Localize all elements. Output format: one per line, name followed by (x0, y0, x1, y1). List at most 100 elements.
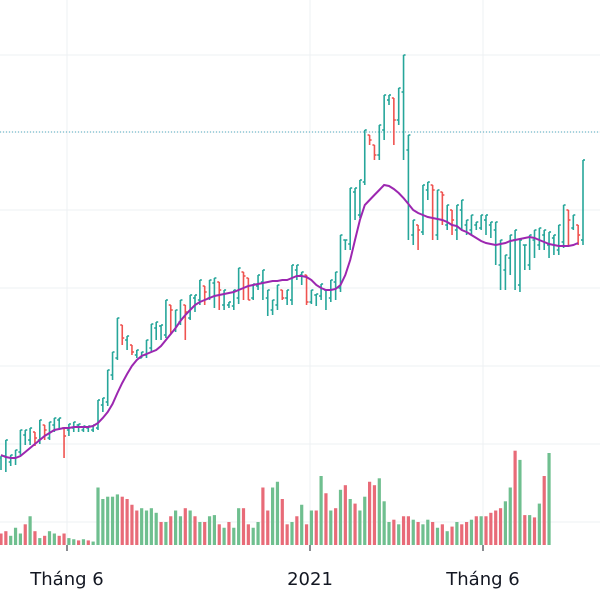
ohlc-bar (411, 219, 416, 245)
ohlc-bar (338, 234, 343, 292)
volume-bar (290, 522, 294, 545)
volume-bar (261, 487, 265, 545)
volume-bar (115, 494, 119, 545)
ohlc-bar (42, 424, 47, 440)
ohlc-bar (333, 271, 338, 300)
ohlc-bar (304, 274, 309, 305)
volume-bar (334, 508, 338, 545)
ohlc-bar (202, 285, 207, 305)
ohlc-bar (285, 289, 290, 305)
volume-bar (178, 516, 183, 545)
volume-bar (440, 524, 444, 545)
volume-bar (479, 516, 483, 545)
volume-bar (319, 476, 323, 545)
ohlc-bar (256, 274, 261, 290)
ohlc-bar (8, 454, 13, 466)
volume-bar (174, 510, 178, 545)
ohlc-bar (115, 317, 120, 360)
ohlc-bar (445, 204, 450, 230)
volume-bar (164, 522, 168, 545)
ohlc-bar (532, 229, 537, 258)
ohlc-bar (372, 144, 377, 160)
ohlc-bar (193, 294, 197, 312)
volume-bar (43, 535, 47, 545)
volume-bar (140, 508, 144, 545)
volume-bar (304, 524, 309, 545)
volume-bar (67, 538, 71, 545)
volume-bar (338, 489, 343, 545)
volume-bar (343, 485, 347, 545)
volume-bar (47, 531, 52, 545)
volume-bar (489, 512, 493, 545)
ohlc-bar (226, 301, 231, 308)
volume-bar (465, 522, 469, 545)
volume-bar (314, 510, 318, 545)
volume-bar (159, 522, 163, 545)
ohlc-bar (377, 124, 382, 160)
volume-bar (455, 522, 459, 545)
volume-bar (188, 510, 192, 545)
volume-bar (377, 478, 381, 545)
volume-bar (52, 533, 56, 545)
volume-bar (494, 510, 498, 545)
ohlc-bar (154, 321, 159, 340)
volume-bar (101, 499, 105, 545)
ohlc-bar (159, 324, 164, 340)
volume-bar (227, 522, 231, 545)
ohlc-bar (290, 264, 294, 305)
volume-bar (309, 510, 313, 545)
ohlc-bar (231, 289, 236, 310)
volume-bar (241, 508, 246, 545)
ohlc-bar (357, 179, 362, 218)
volume-bar (518, 459, 522, 545)
volume-bar (387, 522, 391, 545)
volume-bar (329, 510, 333, 545)
volume-bar (503, 501, 507, 545)
volume-bar (401, 516, 406, 545)
ohlc-bar (319, 283, 324, 300)
volume-bar (392, 519, 396, 545)
volume-bar (445, 531, 449, 545)
volume-bar (72, 539, 76, 545)
ohlc-bar (576, 224, 581, 245)
ohlc-bars (0, 54, 585, 472)
x-tick-label: 2021 (287, 569, 333, 590)
ohlc-bar (387, 94, 391, 105)
ohlc-bar (488, 221, 493, 238)
ohlc-bar (129, 344, 134, 355)
volume-bar (120, 496, 124, 545)
ohlc-bar (100, 397, 105, 412)
ohlc-bar (28, 427, 33, 445)
x-axis-ticks: Tháng 6 2021 Tháng 6 (29, 545, 520, 590)
volume-bar (435, 527, 440, 545)
volume-bar (266, 510, 270, 545)
ohlc-bar (294, 264, 299, 280)
ohlc-bar (314, 293, 319, 306)
volume-bar (324, 493, 328, 545)
volume-bar (537, 503, 541, 545)
ohlc-bar (503, 254, 508, 290)
volume-bar (18, 533, 22, 545)
volume-bar (474, 516, 478, 545)
ohlc-bar (0, 455, 3, 470)
ohlc-bar (435, 189, 440, 240)
volume-bar (372, 485, 377, 545)
volume-bar (484, 516, 488, 545)
ohlc-bar (556, 224, 561, 255)
volume-bar (77, 540, 81, 545)
volume-bar (547, 453, 551, 545)
ohlc-bar (527, 234, 532, 270)
volume-bar (416, 522, 420, 545)
volume-bar (542, 476, 546, 545)
volume-bar (382, 501, 386, 545)
ohlc-bar (66, 423, 71, 436)
ohlc-bar (265, 289, 270, 316)
ohlc-bar (212, 277, 217, 308)
ohlc-bar (498, 239, 503, 290)
volume-bar (62, 533, 66, 545)
volume-bar (38, 538, 42, 545)
ohlc-bar (416, 224, 421, 250)
ohlc-bar (382, 94, 387, 140)
